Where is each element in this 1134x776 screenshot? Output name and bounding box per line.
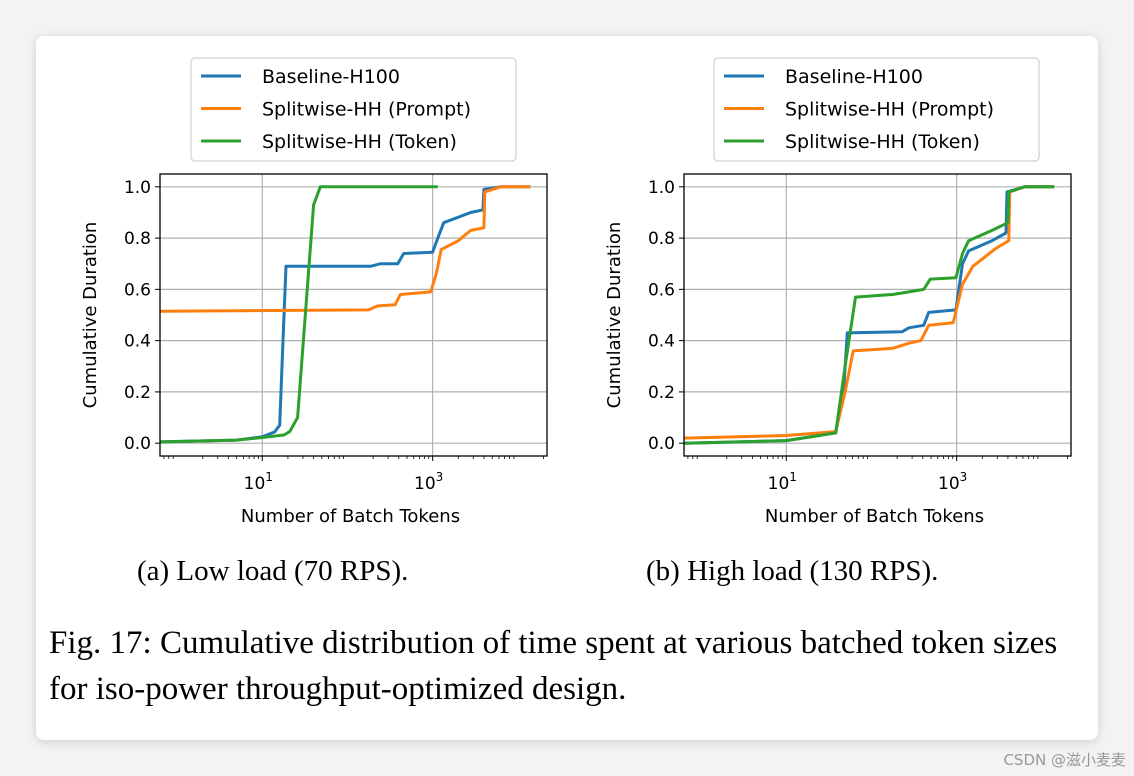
legend-box [190, 57, 517, 162]
x-tick-exponent: 1 [789, 470, 797, 484]
x-tick-exponent: 3 [960, 470, 968, 484]
y-tick-label: 0.8 [648, 229, 675, 249]
y-axis-label: Cumulative Duration [80, 222, 101, 409]
plot-frame [159, 173, 548, 457]
y-tick-label: 0.2 [648, 383, 675, 403]
y-tick-label: 0.4 [648, 332, 675, 352]
x-tick-label: 101 [768, 470, 797, 494]
subcaption-b: (b) High load (130 RPS). [646, 555, 939, 587]
legend-box [713, 57, 1040, 162]
legend-label: Splitwise-HH (Token) [262, 131, 457, 153]
x-axis-label: Number of Batch Tokens [241, 506, 460, 527]
y-tick-label: 0.4 [124, 332, 151, 352]
legend: Baseline-H100 Splitwise-HH (Prompt) Splitw… [713, 57, 1040, 162]
x-tick-exponent: 1 [265, 470, 273, 484]
figure-caption: Fig. 17: Cumulative distribution of time… [49, 625, 1058, 707]
x-tick-base: 10 [414, 474, 436, 494]
subcaption-a: (a) Low load (70 RPS). [137, 555, 409, 587]
y-tick-label: 0.8 [124, 229, 151, 249]
y-tick-label: 0.6 [648, 280, 675, 300]
series-line-baseline-h100 [159, 185, 531, 444]
x-tick-label: 103 [938, 470, 967, 494]
y-tick-label: 0.6 [124, 280, 151, 300]
x-tick-base: 10 [244, 474, 266, 494]
y-tick-label: 1.0 [124, 178, 151, 198]
legend-label: Splitwise-HH (Prompt) [785, 99, 994, 121]
x-tick-exponent: 3 [436, 470, 444, 484]
legend: Baseline-H100 Splitwise-HH (Prompt) Splitw… [190, 57, 517, 162]
series-line-splitwise-hh-prompt- [159, 185, 531, 313]
plot-frame [683, 173, 1072, 457]
series-line-splitwise-hh-prompt- [683, 185, 1055, 440]
y-axis-label: Cumulative Duration [604, 222, 625, 409]
legend-label: Splitwise-HH (Prompt) [262, 99, 471, 121]
series-line-splitwise-hh-token- [159, 185, 438, 444]
x-tick-label: 101 [244, 470, 273, 494]
legend-label: Splitwise-HH (Token) [785, 131, 980, 153]
y-tick-label: 1.0 [648, 178, 675, 198]
x-axis-label: Number of Batch Tokens [765, 506, 984, 527]
watermark: CSDN @滋小麦麦 [1003, 751, 1126, 769]
x-tick-label: 103 [414, 470, 443, 494]
series-line-splitwise-hh-token- [683, 185, 1055, 445]
series-line-baseline-h100 [683, 185, 1055, 445]
x-tick-base: 10 [938, 474, 960, 494]
y-tick-label: 0.0 [648, 434, 675, 454]
x-tick-base: 10 [768, 474, 790, 494]
y-tick-label: 0.2 [124, 383, 151, 403]
legend-label: Baseline-H100 [262, 66, 400, 88]
legend-label: Baseline-H100 [785, 66, 923, 88]
y-tick-label: 0.0 [124, 434, 151, 454]
